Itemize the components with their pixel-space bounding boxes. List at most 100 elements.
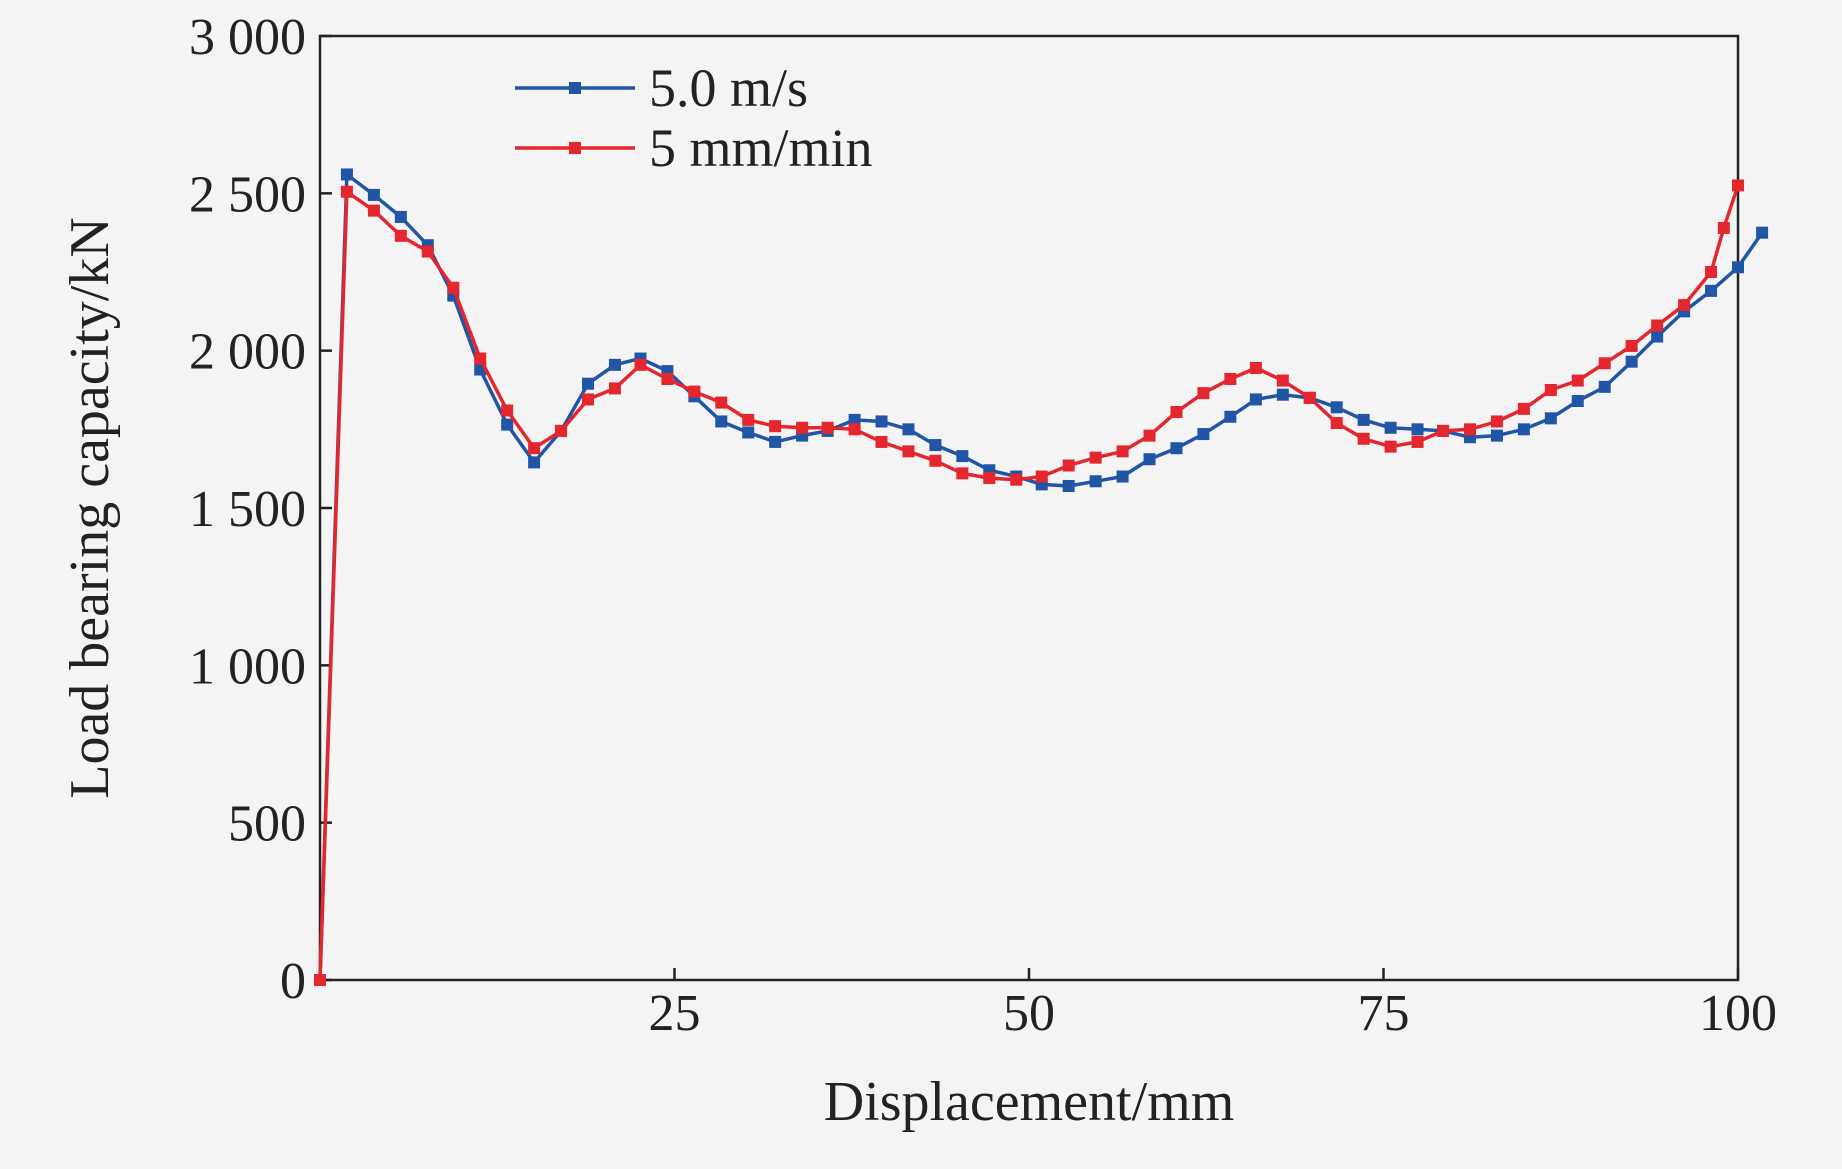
data-point <box>1490 429 1503 442</box>
data-point <box>1717 221 1730 234</box>
data-point <box>1705 266 1718 278</box>
data-point <box>421 245 434 258</box>
data-point <box>848 413 861 426</box>
data-point <box>1625 355 1638 368</box>
data-point <box>582 393 595 406</box>
data-point <box>1089 451 1102 464</box>
data-point <box>1143 453 1156 466</box>
data-point <box>821 421 834 434</box>
data-point <box>1330 417 1343 430</box>
data-point <box>956 450 969 463</box>
data-point <box>1357 432 1370 445</box>
data-point <box>1035 470 1048 483</box>
data-point <box>983 472 996 485</box>
x-tick-label: 100 <box>1699 985 1777 1042</box>
data-point <box>1411 423 1424 436</box>
series-2 <box>314 179 1744 986</box>
x-axis-title: Displacement/mm <box>824 1071 1235 1133</box>
data-point <box>1598 380 1611 393</box>
data-point <box>394 210 407 223</box>
data-point <box>367 204 380 217</box>
data-point <box>501 404 514 417</box>
legend-label: 5.0 m/s <box>649 58 808 118</box>
data-point <box>1116 470 1129 483</box>
series-layer <box>314 168 1769 986</box>
data-point <box>1571 374 1584 387</box>
data-point <box>1303 391 1316 404</box>
data-point <box>1705 284 1718 297</box>
legend-swatch-marker <box>569 82 581 94</box>
data-point <box>1384 421 1397 434</box>
data-point <box>769 435 782 448</box>
data-point <box>340 168 353 181</box>
data-point <box>1330 401 1343 414</box>
legend-swatch-marker <box>569 142 581 154</box>
data-point <box>447 281 460 294</box>
data-point <box>742 426 755 439</box>
y-tick-label: 1 000 <box>189 638 306 695</box>
data-point <box>608 358 621 371</box>
y-tick-label: 3 000 <box>189 9 306 66</box>
data-point <box>661 372 674 385</box>
data-point <box>1625 339 1638 352</box>
data-point <box>1571 395 1584 408</box>
data-point <box>929 439 942 452</box>
data-point <box>1732 179 1744 192</box>
data-point <box>1384 440 1397 453</box>
data-point <box>742 413 755 426</box>
x-tick-label: 75 <box>1358 985 1410 1042</box>
data-point <box>1276 374 1289 387</box>
data-point <box>1437 424 1450 437</box>
data-point <box>956 467 969 480</box>
data-point <box>1089 475 1102 488</box>
data-point <box>314 974 326 986</box>
data-point <box>715 396 728 409</box>
data-point <box>582 377 595 390</box>
data-point <box>474 352 487 365</box>
data-point <box>1197 428 1210 441</box>
data-point <box>1249 361 1262 374</box>
y-tick-label: 2 500 <box>189 166 306 223</box>
data-point <box>528 442 541 455</box>
data-point <box>1357 413 1370 426</box>
data-point <box>1411 435 1424 448</box>
data-point <box>1732 261 1744 274</box>
data-point <box>1276 388 1289 401</box>
y-tick-label: 500 <box>228 796 306 853</box>
data-point <box>875 435 888 448</box>
data-point <box>367 188 380 201</box>
data-point <box>688 385 701 398</box>
x-tick-label: 50 <box>1003 985 1055 1042</box>
data-point <box>902 423 915 436</box>
data-point <box>1756 226 1769 239</box>
data-point <box>1116 445 1129 458</box>
data-point <box>796 421 809 434</box>
data-point <box>501 418 514 431</box>
legend: 5.0 m/s5 mm/min <box>515 58 873 178</box>
data-point <box>1544 412 1557 425</box>
data-point <box>1517 423 1530 436</box>
data-point <box>608 382 621 395</box>
data-point <box>1249 393 1262 406</box>
data-point <box>1170 406 1183 419</box>
y-tick-label: 0 <box>280 953 306 1010</box>
data-point <box>1678 299 1691 312</box>
data-point <box>1463 423 1476 436</box>
data-point <box>715 415 728 428</box>
data-point <box>875 415 888 428</box>
data-point <box>1517 402 1530 415</box>
data-point <box>340 185 353 198</box>
data-point <box>1170 442 1183 455</box>
data-point <box>1490 415 1503 428</box>
data-point <box>1010 473 1023 486</box>
legend-label: 5 mm/min <box>649 118 873 178</box>
data-point <box>1651 330 1664 343</box>
x-axis-ticks: 25 50 75 100 <box>649 968 1777 1042</box>
data-point <box>1598 357 1611 370</box>
y-axis-title: Load bearing capacity/kN <box>59 217 121 799</box>
data-point <box>394 229 407 242</box>
data-point <box>929 454 942 467</box>
data-point <box>769 420 782 433</box>
